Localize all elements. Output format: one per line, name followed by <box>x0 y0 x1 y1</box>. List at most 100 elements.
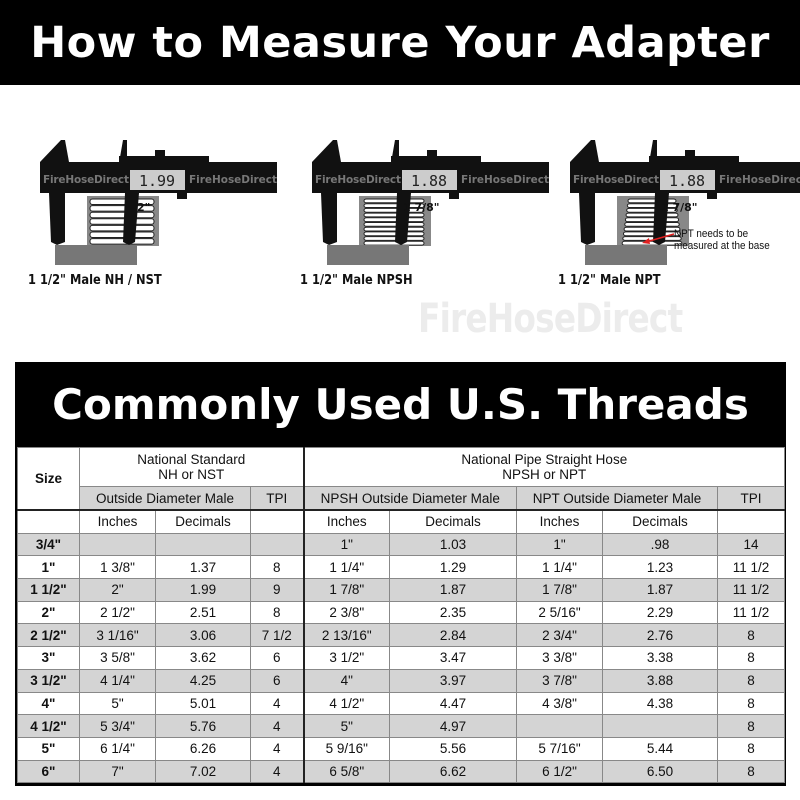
nst-tpi-cell: 4 <box>249 736 305 761</box>
measurement-label: 1 7/8" <box>403 201 440 214</box>
size-cell: 6" <box>17 759 80 784</box>
inches-header: Inches <box>302 509 391 534</box>
npsh-inches-cell: 2 3/8" <box>302 600 391 625</box>
size-cell: 2 1/2" <box>17 623 80 648</box>
nst-decimals-cell: 3.62 <box>155 646 251 670</box>
npt-inches-cell: 3 7/8" <box>516 668 604 693</box>
nst-decimals-cell: 5.01 <box>155 691 251 716</box>
inches-header: Inches <box>516 509 604 534</box>
npt-od-header: NPT Outside Diameter Male <box>516 486 719 511</box>
npsh-od-header: NPSH Outside Diameter Male <box>302 486 518 511</box>
decimals-header: Decimals <box>389 509 518 534</box>
npt-inches-cell: 2 5/16" <box>516 600 604 625</box>
npsh-inches-cell: 1 7/8" <box>302 578 391 602</box>
nst-decimals-cell: 5.76 <box>155 714 251 738</box>
nst-decimals-cell: 2.51 <box>155 600 251 625</box>
table-title: Commonly Used U.S. Threads <box>52 380 749 429</box>
table-row: 3" 3 5/8" 3.62 6 3 1/2" 3.47 3 3/8" 3.38 8 <box>17 646 786 670</box>
npt-decimals-cell: 3.38 <box>602 646 719 670</box>
table-row: 2 1/2" 3 1/16" 3.06 7 1/2 2 13/16" 2.84 2 3/4"… <box>17 623 786 648</box>
npsh-decimals-cell: 2.84 <box>389 623 518 648</box>
npt-decimals-cell: 2.29 <box>602 600 719 625</box>
brand-watermark: FireHoseDirect <box>189 174 277 186</box>
nst-inches-cell: 3 1/16" <box>79 623 156 648</box>
empty-cell <box>717 509 786 534</box>
npt-tpi-cell: 8 <box>717 736 786 761</box>
empty-cell <box>17 509 80 534</box>
table-row: 3 1/2" 4 1/4" 4.25 6 4" 3.97 3 7/8" 3.88 8 <box>17 668 786 693</box>
table-row: 4 1/2" 5 3/4" 5.76 4 5" 4.97 8 <box>17 714 786 738</box>
npsh-decimals-cell: 1.03 <box>389 532 518 557</box>
nst-inches-cell: 3 5/8" <box>79 646 156 670</box>
decimals-header: Decimals <box>155 509 251 534</box>
table-row: 5" 6 1/4" 6.26 4 5 9/16" 5.56 5 7/16" 5.44 8 <box>17 736 786 761</box>
nst-decimals-cell <box>155 532 251 557</box>
npsh-decimals-cell: 1.87 <box>389 578 518 602</box>
table-row: 2" 2 1/2" 2.51 8 2 3/8" 2.35 2 5/16" 2.29 11 1/2 <box>17 600 786 625</box>
npt-inches-cell: 1 1/4" <box>516 555 604 580</box>
npt-tpi-cell: 11 1/2 <box>717 555 786 580</box>
nst-tpi-cell: 6 <box>249 646 305 670</box>
table-row: 1 1/2" 2" 1.99 9 1 7/8" 1.87 1 7/8" 1.87 11 1/2 <box>17 578 786 602</box>
arrow-icon <box>642 233 675 244</box>
nst-tpi-header: TPI <box>249 486 305 511</box>
npt-decimals-cell <box>602 714 719 738</box>
measurement-label: 1 7/8" <box>661 201 698 214</box>
caliper-caption: 1 1/2" Male NH / NST <box>28 273 162 288</box>
caliper-caption: 1 1/2" Male NPSH <box>300 273 413 288</box>
npt-inches-cell: 5 7/16" <box>516 736 604 761</box>
measurement-label: 2" <box>137 201 150 214</box>
npt-tpi-cell: 8 <box>717 646 786 670</box>
npt-note: NPT needs to be measured at the base <box>674 228 770 252</box>
page-title: How to Measure Your Adapter <box>0 0 800 85</box>
brand-watermark: FireHoseDirect <box>43 174 129 186</box>
sliding-jaw <box>395 193 411 245</box>
npsh-decimals-cell: 6.62 <box>389 759 518 784</box>
npsh-inches-cell: 5 9/16" <box>302 736 391 761</box>
table-row: 1" 1 3/8" 1.37 8 1 1/4" 1.29 1 1/4" 1.23 11 1/2 <box>17 555 786 580</box>
nst-decimals-cell: 1.99 <box>155 578 251 602</box>
npt-decimals-cell: 1.23 <box>602 555 719 580</box>
npt-inches-cell: 1 7/8" <box>516 578 604 602</box>
npt-decimals-cell: 5.44 <box>602 736 719 761</box>
fitting-base <box>585 245 667 265</box>
npsh-decimals-cell: 3.47 <box>389 646 518 670</box>
npt-inches-cell: 1" <box>516 532 604 557</box>
npt-tpi-cell: 8 <box>717 691 786 716</box>
npt-inches-cell <box>516 714 604 738</box>
nst-decimals-cell: 1.37 <box>155 555 251 580</box>
npsh-inches-cell: 3 1/2" <box>302 646 391 670</box>
nst-inches-cell: 5 3/4" <box>79 714 156 738</box>
size-cell: 3/4" <box>17 532 80 557</box>
npt-tpi-header: TPI <box>717 486 786 511</box>
nst-tpi-cell: 6 <box>249 668 305 693</box>
nst-inches-cell: 4 1/4" <box>79 668 156 693</box>
table-row: 3/4" 1" 1.03 1" .98 14 <box>17 532 786 557</box>
inches-header: Inches <box>79 509 156 534</box>
sliding-jaw <box>653 193 669 245</box>
fixed-jaw <box>49 193 65 245</box>
nst-decimals-cell: 4.25 <box>155 668 251 693</box>
npt-decimals-cell: .98 <box>602 532 719 557</box>
threads-table: Size National Standard NH or NST National… <box>17 447 786 784</box>
caliper-reading: 1.88 <box>669 172 705 190</box>
npsh-decimals-cell: 1.29 <box>389 555 518 580</box>
caliper-illustration: 1.99 FireHoseDirect FireHoseDirect 2" <box>27 132 280 272</box>
fitting-base <box>55 245 137 265</box>
decimals-header: Decimals <box>602 509 719 534</box>
fixed-jaw <box>321 193 337 245</box>
npsh-decimals-cell: 5.56 <box>389 736 518 761</box>
npt-inches-cell: 6 1/2" <box>516 759 604 784</box>
npsh-group-header: National Pipe Straight Hose NPSH or NPT <box>302 447 786 487</box>
nst-tpi-cell: 9 <box>249 578 305 602</box>
npsh-inches-cell: 4 1/2" <box>302 691 391 716</box>
npsh-inches-cell: 1 1/4" <box>302 555 391 580</box>
caliper-illustration: 1.88 FireHoseDirect FireHoseDirect 1 7/8… <box>299 132 552 272</box>
npt-tpi-cell: 11 1/2 <box>717 600 786 625</box>
nst-tpi-cell: 8 <box>249 600 305 625</box>
digital-display <box>660 170 715 190</box>
nst-inches-cell <box>79 532 156 557</box>
npt-inches-cell: 3 3/8" <box>516 646 604 670</box>
nst-tpi-cell: 7 1/2 <box>249 623 305 648</box>
npt-decimals-cell: 4.38 <box>602 691 719 716</box>
